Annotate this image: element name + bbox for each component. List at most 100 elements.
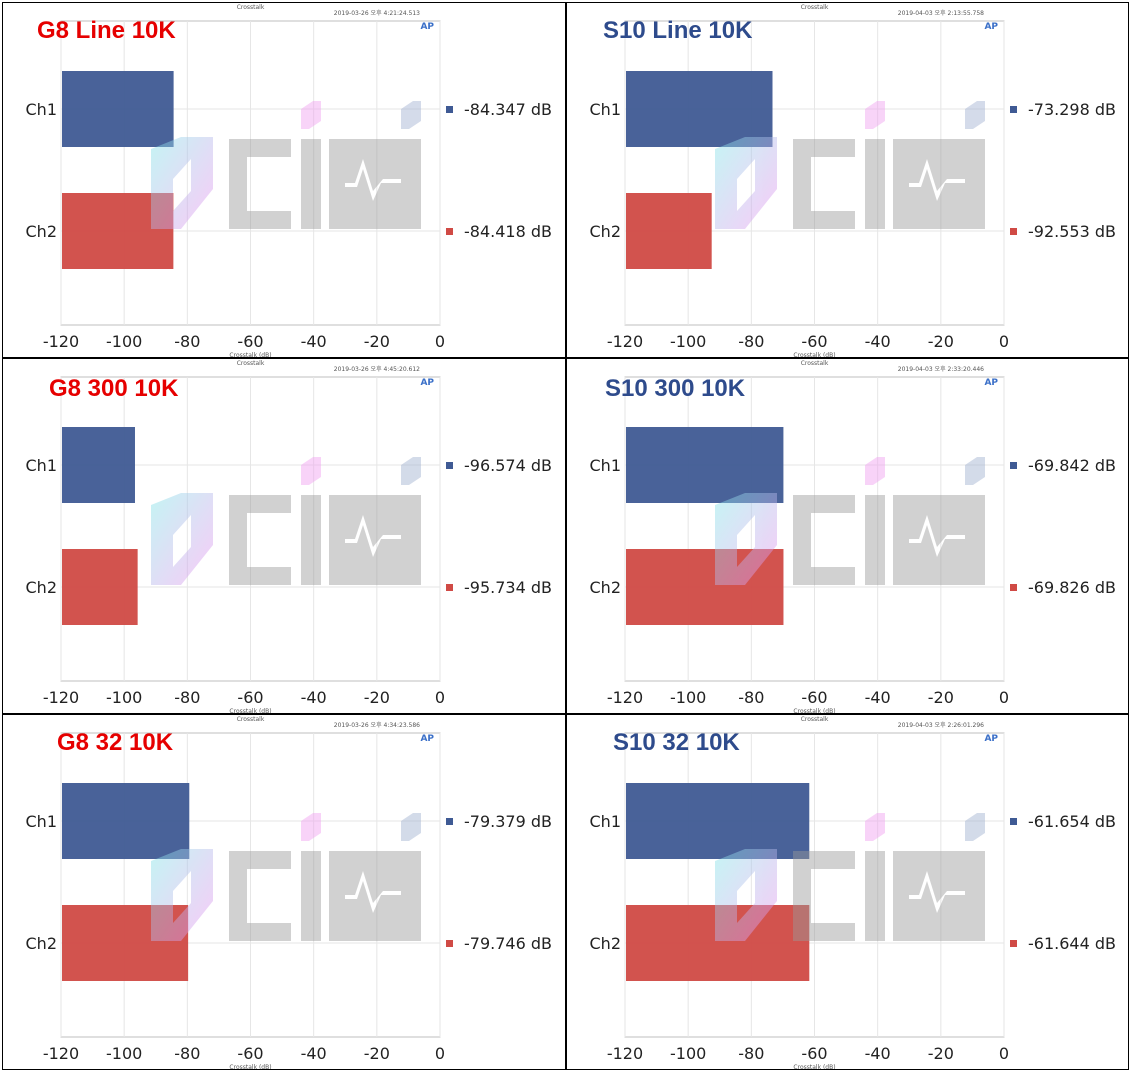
tick-label: -80 <box>738 688 764 707</box>
tick-label: -20 <box>364 1044 390 1063</box>
tick-label: 0 <box>999 688 1009 707</box>
x-axis-label: Crosstalk (dB) <box>229 708 271 714</box>
panel-title: S10 300 10K <box>605 375 746 402</box>
category-label: Ch1 <box>590 100 622 119</box>
tick-label: -80 <box>174 688 200 707</box>
chart-header: Crosstalk <box>237 716 265 723</box>
tick-label: -100 <box>670 332 706 351</box>
legend-marker <box>1010 940 1017 947</box>
value-label: -92.553 dB <box>1028 222 1116 241</box>
tick-label: 0 <box>999 1044 1009 1063</box>
tick-label: -120 <box>43 688 79 707</box>
tick-label: -60 <box>237 332 263 351</box>
tick-label: -100 <box>106 332 142 351</box>
chart-panel: Crosstalk 2019-03-26 오후 4:45:20.612 AP -120… <box>2 358 566 714</box>
tick-label: -20 <box>928 332 954 351</box>
tick-label: -40 <box>301 1044 327 1063</box>
ap-logo: AP <box>420 734 434 744</box>
panel-title: S10 Line 10K <box>603 17 753 44</box>
bar <box>626 71 773 147</box>
value-label: -79.746 dB <box>464 934 552 953</box>
category-label: Ch2 <box>26 578 58 597</box>
legend-marker <box>1010 584 1017 591</box>
chart-panel: Crosstalk 2019-04-03 오후 2:33:20.446 AP -120… <box>566 358 1129 714</box>
value-label: -84.347 dB <box>464 100 552 119</box>
tick-label: -120 <box>607 1044 643 1063</box>
watermark-logo <box>151 101 421 229</box>
chart-header: Crosstalk <box>801 360 829 367</box>
value-label: -61.644 dB <box>1028 934 1116 953</box>
legend-marker <box>446 106 453 113</box>
tick-label: -40 <box>865 688 891 707</box>
bar <box>62 549 138 625</box>
timestamp: 2019-04-03 오후 2:33:20.446 <box>898 365 984 373</box>
tick-label: -120 <box>607 332 643 351</box>
value-label: -84.418 dB <box>464 222 552 241</box>
tick-label: -20 <box>364 688 390 707</box>
tick-label: -80 <box>738 1044 764 1063</box>
legend-marker <box>446 228 453 235</box>
chart-header: Crosstalk <box>237 4 265 11</box>
tick-label: -100 <box>106 1044 142 1063</box>
value-label: -61.654 dB <box>1028 812 1116 831</box>
tick-label: -20 <box>364 332 390 351</box>
tick-label: -80 <box>738 332 764 351</box>
ap-logo: AP <box>984 378 998 388</box>
ap-logo: AP <box>420 378 434 388</box>
tick-label: -120 <box>43 332 79 351</box>
tick-label: -80 <box>174 332 200 351</box>
tick-label: -60 <box>801 332 827 351</box>
bar <box>626 783 810 859</box>
watermark-logo <box>151 813 421 941</box>
category-label: Ch1 <box>26 456 58 475</box>
tick-label: -40 <box>865 1044 891 1063</box>
timestamp: 2019-03-26 오후 4:21:24.513 <box>334 9 420 17</box>
tick-label: -40 <box>301 688 327 707</box>
bar <box>62 783 190 859</box>
chart-header: Crosstalk <box>801 716 829 723</box>
chart-panel: Crosstalk 2019-04-03 오후 2:26:01.296 AP -120… <box>566 714 1129 1070</box>
value-label: -96.574 dB <box>464 456 552 475</box>
ap-logo: AP <box>984 734 998 744</box>
x-axis-label: Crosstalk (dB) <box>793 352 835 358</box>
chart-header: Crosstalk <box>237 360 265 367</box>
category-label: Ch1 <box>26 812 58 831</box>
tick-label: -40 <box>301 332 327 351</box>
tick-label: -120 <box>43 1044 79 1063</box>
bar <box>62 71 174 147</box>
bar <box>626 193 712 269</box>
timestamp: 2019-03-26 오후 4:34:23.586 <box>334 721 420 729</box>
legend-marker <box>1010 106 1017 113</box>
chart-header: Crosstalk <box>801 4 829 11</box>
category-label: Ch2 <box>590 934 622 953</box>
tick-label: -40 <box>865 332 891 351</box>
category-label: Ch2 <box>590 222 622 241</box>
x-axis-label: Crosstalk (dB) <box>229 1064 271 1070</box>
panel-title: G8 Line 10K <box>37 17 176 44</box>
timestamp: 2019-04-03 오후 2:13:55.758 <box>898 9 984 17</box>
watermark-logo <box>715 813 985 941</box>
value-label: -69.842 dB <box>1028 456 1116 475</box>
watermark-logo <box>715 457 985 585</box>
tick-label: 0 <box>435 1044 445 1063</box>
tick-label: -100 <box>670 1044 706 1063</box>
tick-label: -60 <box>237 1044 263 1063</box>
x-axis-label: Crosstalk (dB) <box>793 1064 835 1070</box>
legend-marker <box>446 940 453 947</box>
legend-marker <box>1010 462 1017 469</box>
bar <box>62 427 135 503</box>
value-label: -95.734 dB <box>464 578 552 597</box>
value-label: -69.826 dB <box>1028 578 1116 597</box>
category-label: Ch2 <box>26 222 58 241</box>
category-label: Ch2 <box>590 578 622 597</box>
tick-label: -80 <box>174 1044 200 1063</box>
timestamp: 2019-04-03 오후 2:26:01.296 <box>898 721 984 729</box>
tick-label: -20 <box>928 688 954 707</box>
tick-label: 0 <box>435 688 445 707</box>
legend-marker <box>1010 818 1017 825</box>
x-axis-label: Crosstalk (dB) <box>229 352 271 358</box>
